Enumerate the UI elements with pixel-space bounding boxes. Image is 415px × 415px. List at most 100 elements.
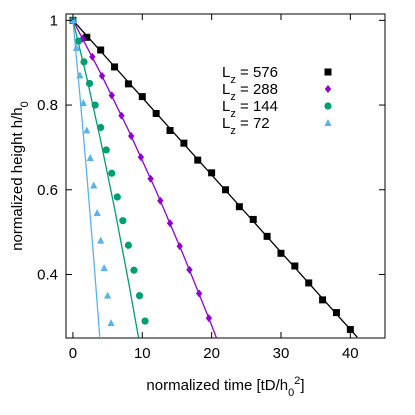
y-axis-label: normalized height h/h0 xyxy=(9,101,31,251)
fit-line xyxy=(72,20,140,338)
legend-label: Lz = 288 xyxy=(222,81,278,103)
point xyxy=(97,46,105,54)
point xyxy=(107,319,115,327)
point xyxy=(119,217,127,225)
fit-line xyxy=(72,20,101,338)
point xyxy=(141,317,149,325)
point xyxy=(118,111,125,120)
fit-line xyxy=(72,20,218,338)
point xyxy=(180,139,188,147)
plot-frame xyxy=(65,13,386,339)
point xyxy=(74,37,83,45)
point xyxy=(157,196,164,205)
point xyxy=(97,236,105,244)
legend-marker xyxy=(324,102,332,110)
point xyxy=(80,58,88,66)
x-tick-label: 0 xyxy=(69,345,77,362)
point xyxy=(176,242,183,251)
point xyxy=(186,265,193,274)
y-tick-label: 0.8 xyxy=(37,97,58,114)
point xyxy=(90,181,98,189)
y-axis-label-part: normalized height h/h xyxy=(9,107,26,250)
point xyxy=(166,219,174,228)
point xyxy=(98,71,106,80)
point xyxy=(208,169,216,177)
point xyxy=(319,296,327,304)
point xyxy=(83,33,91,41)
point xyxy=(235,203,243,211)
point xyxy=(85,79,94,88)
x-axis-label-part: 2 xyxy=(294,375,300,387)
point xyxy=(127,131,135,140)
legend-marker xyxy=(324,119,332,126)
point xyxy=(277,249,285,257)
legend-label-part: z xyxy=(230,108,236,120)
legend-label-part: z xyxy=(230,74,236,86)
point xyxy=(305,279,313,287)
plot-area xyxy=(69,16,358,338)
point xyxy=(86,154,94,161)
point xyxy=(124,80,132,88)
point xyxy=(249,215,257,223)
legend-label-part: = 72 xyxy=(236,115,270,132)
x-tick-label: 20 xyxy=(203,345,220,362)
y-tick-label: 1 xyxy=(50,12,58,29)
point xyxy=(97,123,105,132)
legend-label-part: L xyxy=(222,115,230,132)
point xyxy=(104,291,112,299)
legend-label-part: z xyxy=(230,91,236,103)
legend-label: Lz = 576 xyxy=(222,64,278,86)
legend-label-part: L xyxy=(222,64,230,81)
legend-label-part: = 576 xyxy=(236,64,278,81)
point xyxy=(147,174,154,183)
x-tick-label: 10 xyxy=(134,345,151,362)
point xyxy=(89,52,96,61)
point xyxy=(72,43,81,51)
point xyxy=(76,71,84,79)
y-tick-label: 0.6 xyxy=(37,182,58,199)
point xyxy=(124,241,133,249)
legend-marker xyxy=(324,85,332,93)
point xyxy=(79,98,87,106)
point xyxy=(332,309,340,317)
point xyxy=(91,101,99,109)
point xyxy=(137,153,145,162)
point xyxy=(93,209,101,217)
point xyxy=(108,91,115,100)
point xyxy=(135,292,144,300)
legend-label-part: L xyxy=(222,98,230,115)
point xyxy=(346,326,354,334)
point xyxy=(222,186,229,194)
x-tick-label: 40 xyxy=(342,345,359,362)
point xyxy=(195,289,203,298)
legend-label-part: = 288 xyxy=(236,81,278,98)
x-axis-label: normalized time [tD/h02] xyxy=(146,375,304,399)
point xyxy=(130,266,138,274)
legend-label: Lz = 72 xyxy=(222,115,270,137)
y-tick-label: 0.4 xyxy=(37,266,58,283)
x-axis-label-part: 0 xyxy=(288,387,294,399)
legend-marker xyxy=(324,68,332,76)
point xyxy=(291,262,299,270)
point xyxy=(194,156,202,164)
legend-label-part: z xyxy=(230,125,236,137)
legend-label-part: L xyxy=(222,81,230,98)
point xyxy=(111,63,119,71)
point xyxy=(166,126,174,134)
point xyxy=(83,126,91,134)
x-axis-label-part: ] xyxy=(300,377,304,394)
point xyxy=(108,169,116,177)
point xyxy=(263,232,271,240)
point xyxy=(100,264,108,272)
legend-label-part: = 144 xyxy=(236,98,278,115)
point xyxy=(102,146,110,154)
point xyxy=(152,110,160,118)
point xyxy=(113,193,121,201)
y-axis-label-part: 0 xyxy=(19,101,31,107)
legend-label: Lz = 144 xyxy=(222,98,278,120)
point xyxy=(138,93,146,101)
x-axis-label-part: normalized time [tD/h xyxy=(146,377,288,394)
x-tick-label: 30 xyxy=(273,345,290,362)
